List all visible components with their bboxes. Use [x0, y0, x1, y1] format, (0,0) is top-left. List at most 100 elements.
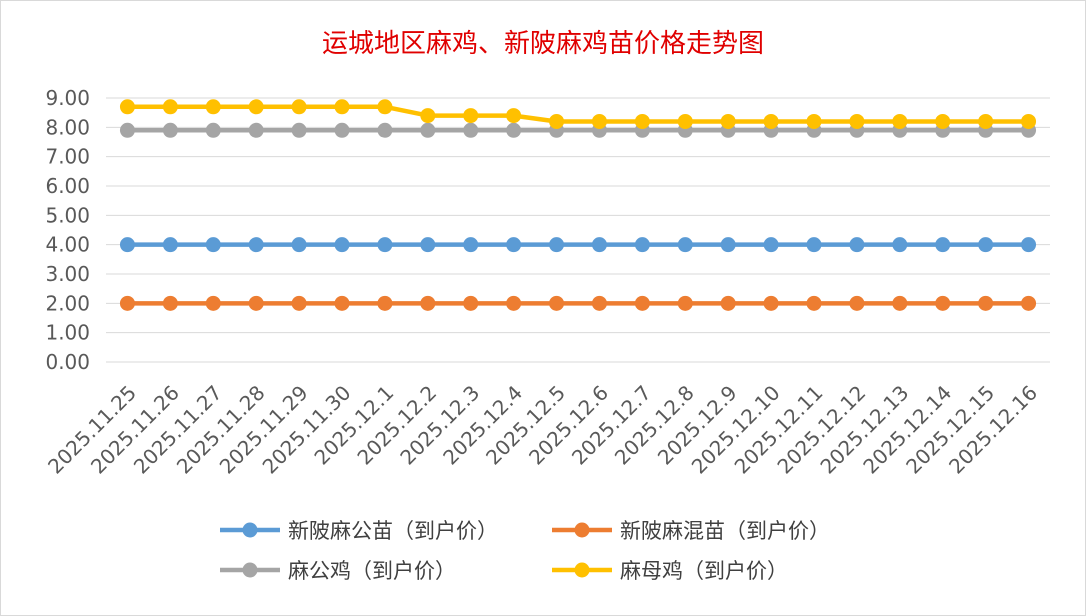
- data-point: [420, 295, 436, 311]
- data-point: [334, 237, 350, 253]
- data-point: [162, 237, 178, 253]
- data-point: [720, 295, 736, 311]
- legend-item: 麻公鸡（到户价）: [220, 559, 456, 583]
- data-point: [978, 113, 994, 129]
- legend-label: 麻母鸡（到户价）: [620, 559, 788, 583]
- data-point: [806, 113, 822, 129]
- y-tick-label: 8.00: [45, 115, 90, 139]
- data-point: [334, 295, 350, 311]
- data-point: [420, 237, 436, 253]
- data-point: [291, 295, 307, 311]
- data-point: [763, 237, 779, 253]
- data-point: [162, 99, 178, 115]
- data-point: [291, 122, 307, 138]
- data-point: [205, 237, 221, 253]
- y-tick-label: 1.00: [45, 321, 90, 345]
- data-point: [377, 295, 393, 311]
- data-point: [506, 122, 522, 138]
- y-tick-label: 3.00: [45, 262, 90, 286]
- data-point: [720, 113, 736, 129]
- legend-marker: [574, 522, 590, 538]
- series-4: [119, 99, 1037, 129]
- data-point: [677, 295, 693, 311]
- data-point: [377, 99, 393, 115]
- data-point: [420, 108, 436, 124]
- data-point: [248, 122, 264, 138]
- legend-item: 麻母鸡（到户价）: [552, 559, 788, 583]
- x-axis-ticks: 2025.11.252025.11.262025.11.272025.11.28…: [43, 381, 1042, 479]
- data-point: [978, 237, 994, 253]
- data-point: [806, 295, 822, 311]
- data-point: [591, 295, 607, 311]
- data-point: [205, 295, 221, 311]
- data-point: [634, 113, 650, 129]
- data-point: [978, 295, 994, 311]
- y-tick-label: 2.00: [45, 291, 90, 315]
- legend-item: 新陂麻混苗（到户价）: [552, 519, 830, 543]
- data-point: [849, 113, 865, 129]
- chart-title: 运城地区麻鸡、新陂麻鸡苗价格走势图: [322, 29, 764, 59]
- data-point: [849, 295, 865, 311]
- data-point: [334, 122, 350, 138]
- series-2: [119, 295, 1037, 311]
- data-point: [549, 113, 565, 129]
- data-point: [205, 99, 221, 115]
- data-point: [849, 237, 865, 253]
- data-point: [463, 237, 479, 253]
- data-point: [377, 237, 393, 253]
- data-point: [377, 122, 393, 138]
- legend-label: 新陂麻公苗（到户价）: [288, 519, 498, 543]
- data-point: [549, 237, 565, 253]
- series-lines: [119, 99, 1037, 311]
- data-point: [119, 237, 135, 253]
- data-point: [463, 295, 479, 311]
- data-point: [1021, 237, 1037, 253]
- data-point: [591, 237, 607, 253]
- data-point: [506, 295, 522, 311]
- data-point: [463, 122, 479, 138]
- legend-marker: [242, 562, 258, 578]
- data-point: [1021, 113, 1037, 129]
- data-point: [763, 113, 779, 129]
- y-tick-label: 4.00: [45, 233, 90, 257]
- data-point: [892, 237, 908, 253]
- data-point: [935, 295, 951, 311]
- data-point: [162, 295, 178, 311]
- legend-label: 麻公鸡（到户价）: [288, 559, 456, 583]
- data-point: [634, 295, 650, 311]
- data-point: [248, 237, 264, 253]
- data-point: [634, 237, 650, 253]
- data-point: [892, 113, 908, 129]
- data-point: [248, 295, 264, 311]
- data-point: [291, 237, 307, 253]
- data-point: [1021, 295, 1037, 311]
- data-point: [763, 295, 779, 311]
- data-point: [248, 99, 264, 115]
- y-tick-label: 5.00: [45, 203, 90, 227]
- data-point: [420, 122, 436, 138]
- legend-marker: [574, 562, 590, 578]
- series-line: [127, 104, 1029, 124]
- y-tick-label: 0.00: [45, 350, 90, 374]
- data-point: [549, 295, 565, 311]
- data-point: [591, 113, 607, 129]
- data-point: [334, 99, 350, 115]
- data-point: [677, 113, 693, 129]
- data-point: [806, 237, 822, 253]
- y-axis-ticks: 0.00 1.00 2.00 3.00 4.00 5.00 6.00 7.00 8.00 9.00: [45, 86, 90, 374]
- data-point: [935, 237, 951, 253]
- data-point: [463, 108, 479, 124]
- legend-marker: [242, 522, 258, 538]
- y-tick-label: 9.00: [45, 86, 90, 110]
- data-point: [205, 122, 221, 138]
- gridlines: [106, 97, 1050, 363]
- data-point: [119, 122, 135, 138]
- data-point: [506, 108, 522, 124]
- data-point: [677, 237, 693, 253]
- legend: 新陂麻公苗（到户价） 新陂麻混苗（到户价） 麻公鸡（到户价） 麻母鸡（到户价）: [220, 519, 830, 583]
- data-point: [892, 295, 908, 311]
- legend-label: 新陂麻混苗（到户价）: [620, 519, 830, 543]
- data-point: [291, 99, 307, 115]
- data-point: [119, 295, 135, 311]
